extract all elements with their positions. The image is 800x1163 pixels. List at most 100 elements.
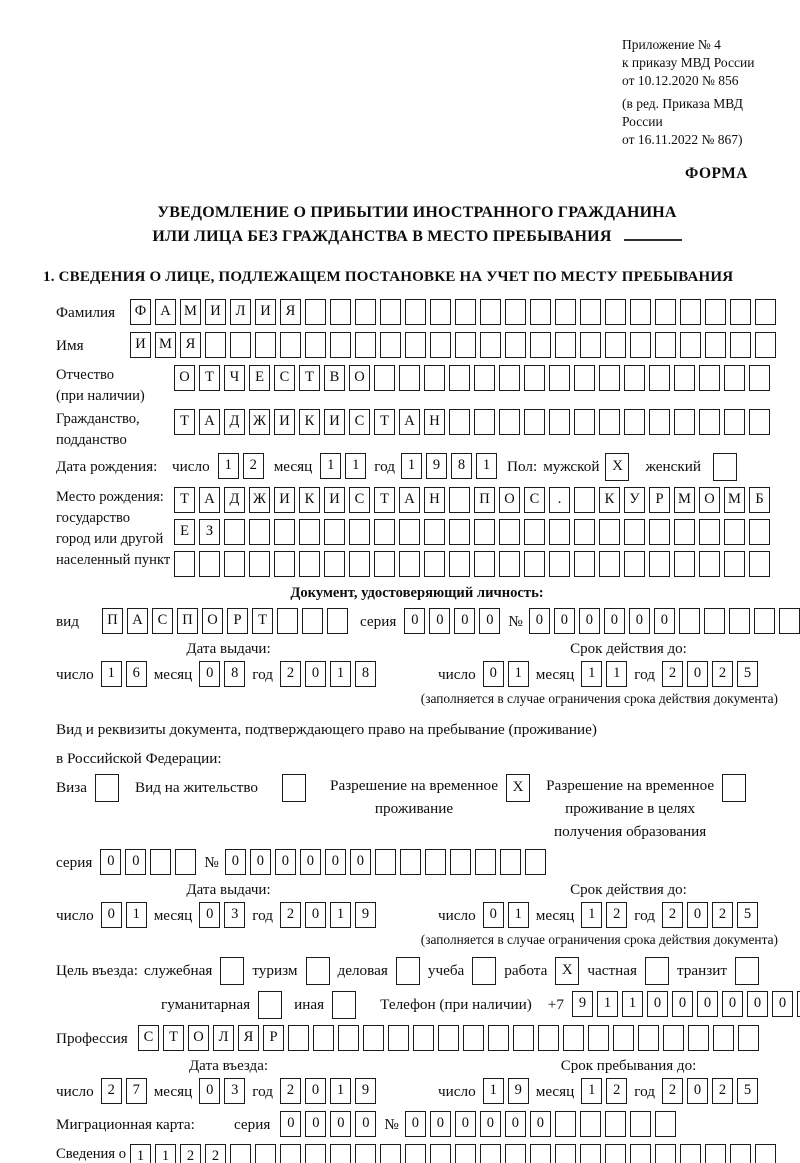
residence-number-cell: 0 (224, 849, 246, 875)
birth-place-cell (574, 487, 595, 513)
representative-cell (630, 1144, 651, 1163)
birth-place-cell (699, 551, 720, 577)
migration-number-cell: 0 (454, 1111, 476, 1137)
given-name-cell (280, 332, 301, 358)
birth-day-label: число (172, 458, 210, 475)
surname-cell (505, 299, 526, 325)
representatives-label: Сведения о законных представителях (роди… (56, 1144, 130, 1163)
valid-day-label: число (438, 666, 476, 683)
citizenship-cell: Ж (249, 409, 270, 435)
birth-place-cell: Ж (249, 487, 270, 513)
birth-year-label: год (374, 458, 396, 475)
residence-number-cell (374, 849, 396, 875)
entry-year-label: год (252, 1083, 274, 1100)
valid-year-label: год (634, 666, 656, 683)
surname-cell (680, 299, 701, 325)
migration-series-label: серия (234, 1116, 271, 1133)
profession-cell: С (138, 1025, 159, 1051)
residence-series-cell: 0 (100, 849, 122, 875)
surname-cell (455, 299, 476, 325)
birth-place-cell (749, 519, 770, 545)
representative-cell (480, 1144, 501, 1163)
citizenship-cell: К (299, 409, 320, 435)
birth-place-cell: О (699, 487, 720, 513)
revision-line: от 16.11.2022 № 867) (622, 132, 743, 147)
residence-issue-year-cell: 2 (280, 902, 302, 928)
birth-place-cell (349, 519, 370, 545)
representative-cell (530, 1144, 551, 1163)
patronymic-label: Отчество (при наличии) (56, 365, 174, 407)
sex-male-label: мужской (543, 458, 600, 475)
purpose-study-box (472, 957, 497, 985)
appendix-line: от 10.12.2020 № 856 (622, 73, 739, 88)
profession-cell (338, 1025, 359, 1051)
birth-place-cell (749, 551, 770, 577)
temp-permit-checkbox-box: X (506, 774, 531, 802)
purpose-commercial: деловая (338, 957, 420, 985)
patronymic-cell (424, 365, 445, 391)
profession-cell (488, 1025, 509, 1051)
entry-month-cell: 0 (199, 1078, 221, 1104)
profession-cell: Р (263, 1025, 284, 1051)
doc-kind-cell: С (152, 608, 173, 634)
appendix-line: к приказу МВД России (622, 55, 755, 70)
appendix-line: Приложение № 4 (622, 37, 721, 52)
birth-place-sub1: государство (56, 510, 131, 526)
valid-day-cell: 1 (507, 661, 529, 687)
birth-place-cell (399, 519, 420, 545)
purpose-transit-checkbox (735, 957, 760, 985)
surname-cell (605, 299, 626, 325)
residence-valid-year-cell: 0 (687, 902, 709, 928)
residence-issue-month-label: месяц (153, 907, 193, 924)
issue-day-label: число (56, 666, 94, 683)
migration-number-cell: 0 (529, 1111, 551, 1137)
profession-cell (363, 1025, 384, 1051)
edu-permit-label-line3: получения образования (553, 823, 707, 840)
phone-label: Телефон (при наличии) (380, 996, 532, 1013)
citizenship-cell: Д (224, 409, 245, 435)
given-name-cell (505, 332, 526, 358)
citizenship-cell (499, 409, 520, 435)
purpose-tourism-label: туризм (252, 962, 298, 979)
residence-valid-day-cell: 0 (482, 902, 504, 928)
stay-month-cell: 2 (606, 1078, 628, 1104)
birth-place-cell (374, 551, 395, 577)
migration-number-cell (654, 1111, 676, 1137)
residence-number-cell (499, 849, 521, 875)
entry-year-cell: 0 (305, 1078, 327, 1104)
patronymic-cell (749, 365, 770, 391)
edu-permit-label: Разрешение на временное проживание в цел… (546, 774, 714, 843)
birth-place-cell (224, 551, 245, 577)
stay-year-cell: 2 (662, 1078, 684, 1104)
residence-valid-day-cell: 1 (507, 902, 529, 928)
birth-place-cell (449, 487, 470, 513)
migration-number-cell (604, 1111, 626, 1137)
temp-permit-label-line2: проживание (374, 800, 454, 817)
migration-number-label: № (384, 1116, 399, 1133)
residence-issue-year-cell: 1 (330, 902, 352, 928)
representative-cell (305, 1144, 326, 1163)
phone-prefix: +7 (547, 996, 564, 1013)
phone-digit-cell: 1 (621, 991, 643, 1017)
representative-cell (755, 1144, 776, 1163)
visa-checkbox (95, 774, 119, 802)
surname-cell (530, 299, 551, 325)
issue-year-cell: 8 (355, 661, 377, 687)
doc-number-cell (728, 608, 750, 634)
form-title-line1: УВЕДОМЛЕНИЕ О ПРИБЫТИИ ИНОСТРАННОГО ГРАЖ… (157, 204, 677, 221)
birth-place-cells-row3 (174, 551, 770, 577)
birth-place-cell (324, 519, 345, 545)
phone-digit-cell: 9 (571, 991, 593, 1017)
birth-place-cell: М (724, 487, 745, 513)
purpose-row2: гуманитарная иная Телефон (при наличии) … (56, 991, 800, 1019)
surname-cell (380, 299, 401, 325)
